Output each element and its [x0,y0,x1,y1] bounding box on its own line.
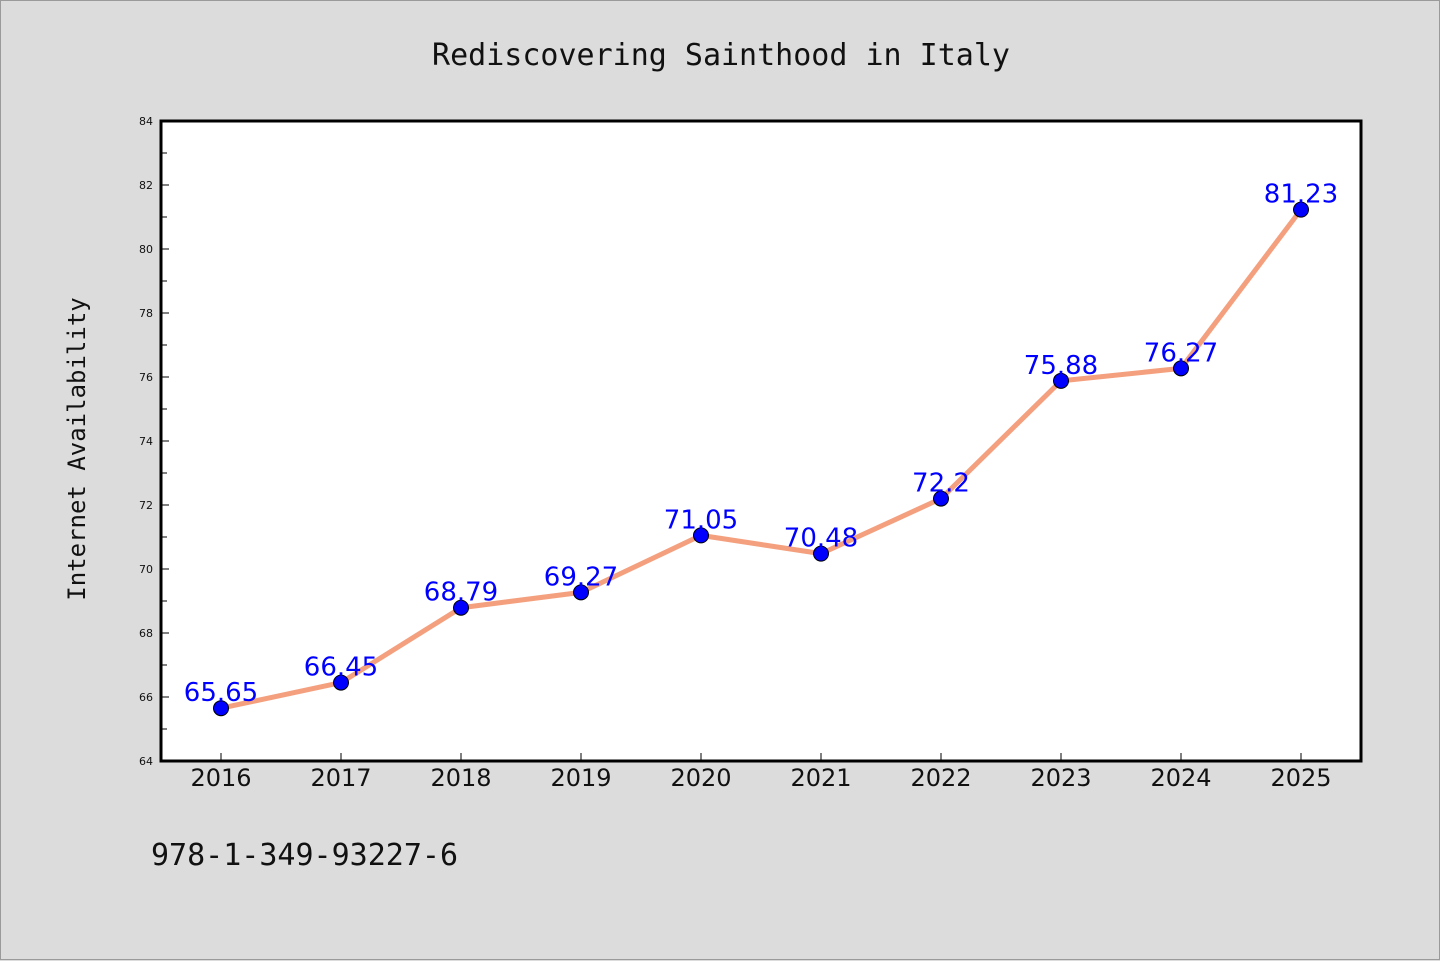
data-label: 76.27 [1144,338,1218,368]
data-point [453,599,469,616]
x-tick-label: 2018 [430,764,491,792]
x-tick-label: 2017 [310,764,371,792]
data-point [693,527,709,544]
data-label: 65.65 [184,678,258,708]
x-tick-label: 2016 [190,764,251,792]
data-label: 71.05 [664,505,738,535]
x-tick-label: 2022 [910,764,971,792]
y-tick-label: 70 [139,563,153,576]
data-label: 68.79 [424,578,498,608]
chart-title: Rediscovering Sainthood in Italy [432,38,1010,73]
data-label: 81.23 [1264,180,1338,210]
data-point [933,490,949,507]
series-line [218,207,1304,711]
y-tick-label: 76 [139,371,153,384]
y-tick-label: 84 [139,115,153,128]
y-tick-label: 66 [139,691,153,704]
data-point [1293,201,1309,218]
data-label: 69.27 [544,562,618,592]
y-axis: 64 66 68 70 72 74 76 78 80 82 84 [139,115,169,768]
data-point [1053,372,1069,389]
x-tick-label: 2025 [1270,764,1331,792]
data-label: 66.45 [304,653,378,683]
x-tick-label: 2021 [790,764,851,792]
y-tick-label: 68 [139,627,153,640]
x-tick-label: 2020 [670,764,731,792]
data-labels: 65.65 66.45 68.79 69.27 71.05 70.48 72.2 75.88 7… [184,180,1338,709]
x-tick-label: 2019 [550,764,611,792]
data-point [1173,360,1189,377]
y-tick-label: 78 [139,307,153,320]
data-point [213,700,229,717]
isbn-annotation: 978-1-349-93227-6 [151,838,458,873]
data-point [573,584,589,601]
y-tick-label: 64 [139,755,153,768]
x-tick-label: 2023 [1030,764,1091,792]
data-label: 70.48 [784,524,858,554]
data-label: 75.88 [1024,351,1098,381]
series-internet-availability [213,201,1309,717]
y-tick-label: 74 [139,435,153,448]
data-label: 72.2 [912,469,970,499]
data-point [333,674,349,691]
y-tick-label: 80 [139,243,153,256]
data-point [813,545,829,562]
x-axis: 2016 2017 2018 2019 2020 2021 2022 2023 2024 2025 [190,753,1332,792]
x-tick-label: 2024 [1150,764,1211,792]
y-axis-label: Internet Availability [63,297,91,600]
plot-area [159,119,1363,763]
y-tick-label: 72 [139,499,153,512]
y-tick-label: 82 [139,179,153,192]
